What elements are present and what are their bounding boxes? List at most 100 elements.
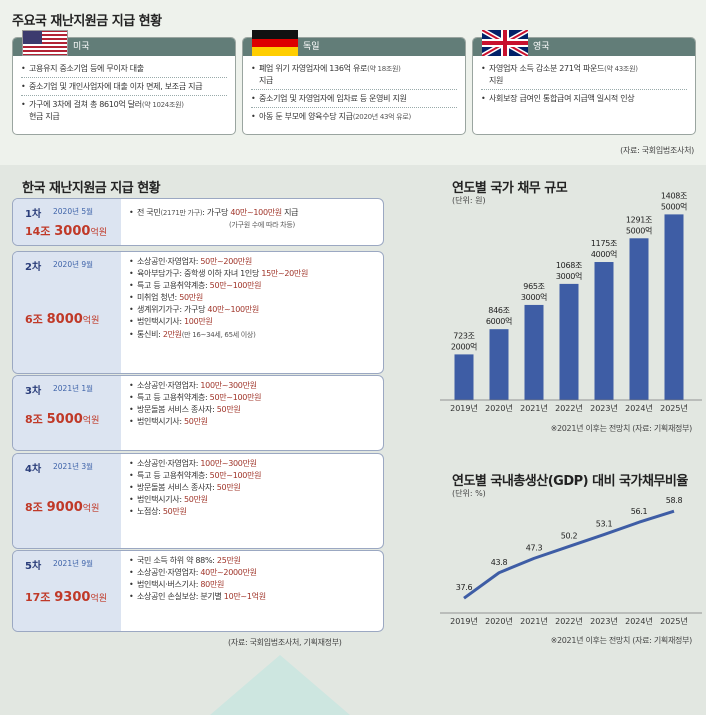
debt-x-tick-label: 2024년: [625, 403, 653, 413]
ratio-line-chart: 37.6 2019년 43.8 2020년 47.3 2021년 50.2 2022년 53.1…: [440, 496, 702, 626]
debt-bar-label-line1: 1291조: [626, 215, 652, 224]
country-item-note: (약 43조원): [604, 65, 638, 73]
ratio-point-label: 53.1: [596, 520, 613, 529]
country-item-text: 중소기업 및 개인사업자에 대출 이자 면제, 보조금 지급: [29, 82, 203, 91]
round-item-amount: 50만~100만원: [209, 393, 262, 403]
round-item-text: 방문돌봄 서비스 종사자:: [137, 483, 217, 493]
round-item-amount: 100만~300만원: [200, 459, 257, 468]
round-amount: 17조 9300억원: [25, 589, 107, 605]
country-name-germany: 독일: [303, 42, 320, 52]
round-item-text: 특고 등 고용취약계층:: [137, 281, 210, 291]
debt-bar-label-line1: 1408조: [661, 191, 687, 200]
round-item-text: 미취업 청년:: [137, 293, 180, 303]
round-left-panel: [13, 454, 121, 548]
round-item-amount: 40만~100만원: [207, 305, 259, 315]
round-item: (가구원 수에 따라 차등): [129, 219, 379, 231]
round-left-panel: [13, 551, 121, 631]
round-item-note: (가구원 수에 따라 차등): [229, 221, 295, 230]
round-item-amount: 50만원: [179, 293, 203, 303]
round-item: 특고 등 고용취약계층: 50만~100만원: [129, 280, 379, 292]
round-left-panel: [13, 252, 121, 373]
round-item: 통신비: 2만원(만 16~34세, 65세 이상): [129, 329, 379, 341]
korea-source: (자료: 국회입법조사처, 기획재정부): [228, 638, 342, 647]
country-item-text: 가구에 3차에 걸쳐 총 8610억 달러: [29, 100, 142, 109]
round-amount-a: 14조: [25, 225, 55, 238]
round-item-note: (2171만 가구): [160, 209, 203, 217]
debt-bar-label-line1: 723조: [453, 331, 474, 340]
country-item: 자영업자 소득 감소분 271억 파운드(약 43조원) 지원: [481, 60, 687, 90]
ratio-chart-note: ※2021년 이후는 전망치 (자료: 기획재정부): [550, 636, 693, 645]
germany-flag-icon: [252, 30, 298, 56]
round-label: 4차: [25, 464, 42, 475]
country-item: 폐업 위기 자영업자에 136억 유로(약 18조원) 지급: [251, 60, 457, 90]
country-item-note: (약 1024조원): [141, 101, 184, 109]
round-item: 미취업 청년: 50만원: [129, 292, 379, 304]
debt-bar-label-line2: 3000억: [556, 271, 582, 281]
ratio-chart-title: 연도별 국내총생산(GDP) 대비 국가채무비율: [452, 474, 688, 489]
country-item-text: 아동 둔 부모에 양육수당 지급: [259, 112, 353, 121]
top-title: 주요국 재난지원금 지급 현황: [12, 14, 162, 29]
debt-bar: [454, 354, 474, 400]
country-header-uk: 영국: [473, 38, 695, 56]
country-item-note: (약 18조원): [367, 65, 401, 73]
round-item: 법인택시·버스기사: 80만원: [129, 579, 379, 591]
round-card: 2차 2020년 9월 6조 8000억원 소상공인·자영업자: 50만~200만원육…: [12, 251, 384, 374]
round-item: 방문돌봄 서비스 종사자: 50만원: [129, 482, 379, 494]
ratio-point-label: 50.2: [561, 531, 578, 540]
country-header-us: 미국: [13, 38, 235, 56]
round-amount: 14조 3000억원: [25, 223, 107, 239]
round-item-text: 국민 소득 하위 약 88%:: [137, 556, 217, 565]
ratio-x-tick-label: 2022년: [555, 616, 583, 626]
round-label: 3차: [25, 386, 42, 397]
round-item-amount: 15만~20만원: [261, 269, 309, 279]
round-amount-a: 17조: [25, 591, 55, 604]
round-item-amount: 40만~100만원: [230, 208, 282, 217]
debt-x-tick-label: 2023년: [590, 403, 618, 413]
round-card: 3차 2021년 1월 8조 5000억원 소상공인·자영업자: 100만~300만원…: [12, 375, 384, 451]
uk-flag-icon: [482, 30, 528, 56]
country-items-uk: 자영업자 소득 감소분 271억 파운드(약 43조원) 지원사회보장 급여인 통…: [473, 56, 695, 107]
round-card: 5차 2021년 9월 17조 9300억원 국민 소득 하위 약 88%: 25만원…: [12, 550, 384, 632]
round-amount-b: 3000: [54, 224, 91, 239]
country-item: 가구에 3차에 걸쳐 총 8610억 달러(약 1024조원) 현금 지급: [21, 96, 227, 125]
round-item-amount: 100만~300만원: [200, 381, 257, 390]
ratio-point-label: 43.8: [491, 558, 508, 567]
round-amount-a: 8조: [25, 413, 47, 426]
round-item: 법인택시기사: 50만원: [129, 494, 379, 506]
round-item: 특고 등 고용취약계층: 50만~100만원: [129, 470, 379, 482]
round-item-text: 특고 등 고용취약계층:: [137, 393, 210, 403]
round-date: 2020년 9월: [53, 260, 94, 269]
debt-chart-unit: (단위: 원): [452, 196, 486, 205]
debt-bar-label-line1: 965조: [523, 282, 544, 291]
round-item: 생계위기가구: 가구당 40만~100만원: [129, 304, 379, 316]
debt-bar-label-line2: 3000억: [521, 292, 547, 302]
round-amount-c: 억원: [82, 504, 100, 514]
round-item: 전 국민(2171만 가구): 가구당 40만~100만원 지급: [129, 207, 379, 219]
debt-x-tick-label: 2019년: [450, 403, 478, 413]
korea-title: 한국 재난지원금 지급 현황: [22, 181, 161, 196]
round-items: 국민 소득 하위 약 88%: 25만원소상공인·자영업자: 40만~2000만…: [129, 555, 379, 603]
round-date: 2021년 1월: [53, 384, 94, 393]
country-item: 중소기업 및 자영업자에 임차료 등 운영비 지원: [251, 90, 457, 108]
country-item-text2: 현금 지급: [29, 112, 60, 121]
round-item-text: 노점상:: [137, 507, 163, 517]
round-item-text: 법인택시기사:: [137, 417, 184, 427]
round-item: 소상공인 손실보상: 분기별 10만~1억원: [129, 591, 379, 603]
country-item: 중소기업 및 개인사업자에 대출 이자 면제, 보조금 지급: [21, 78, 227, 96]
round-item: 국민 소득 하위 약 88%: 25만원: [129, 555, 379, 567]
ratio-point-label: 37.6: [456, 583, 473, 592]
round-item: 소상공인·자영업자: 100만~300만원: [129, 380, 379, 392]
round-item: 육아부담가구: 중학생 이하 자녀 1인당 15만~20만원: [129, 268, 379, 280]
round-amount-b: 5000: [46, 412, 83, 427]
debt-x-tick-label: 2020년: [485, 403, 513, 413]
round-amount: 6조 8000억원: [25, 311, 99, 327]
country-item: 아동 둔 부모에 양육수당 지급(2020년 43억 유로): [251, 108, 457, 126]
round-item-amount: 100만원: [184, 317, 213, 327]
round-amount: 8조 9000억원: [25, 499, 99, 515]
round-item-text: 법인택시기사:: [137, 495, 184, 505]
round-label: 2차: [25, 262, 42, 273]
ratio-chart-unit: (단위: %): [452, 489, 486, 498]
round-date: 2021년 9월: [53, 559, 94, 568]
round-item-text: 소상공인 손실보상: 분기별: [137, 592, 224, 602]
round-item: 특고 등 고용취약계층: 50만~100만원: [129, 392, 379, 404]
